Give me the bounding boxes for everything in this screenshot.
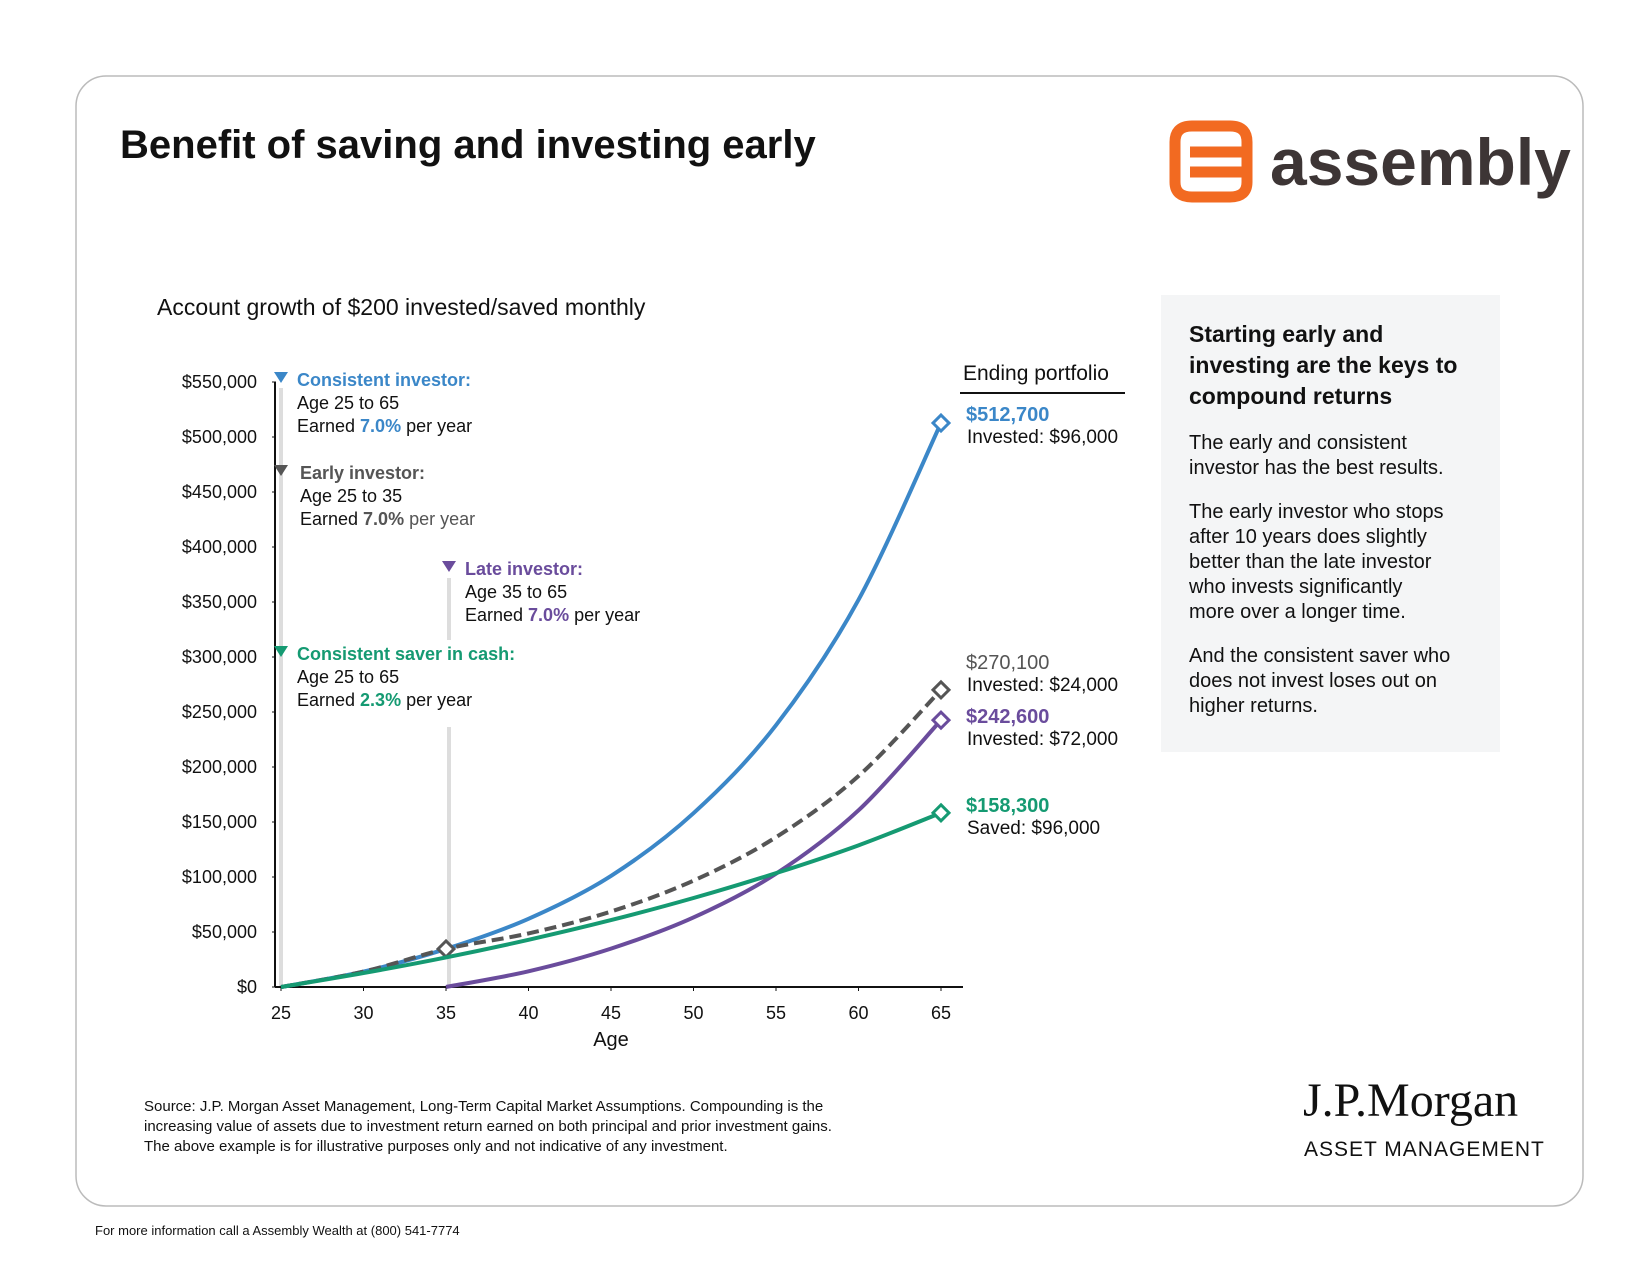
annotation-rate: Earned 7.0% per year [465, 605, 640, 625]
y-tick-label: $50,000 [192, 922, 257, 942]
legend-label: Consistent saver in cash: [297, 644, 515, 664]
series-line [280, 422, 943, 989]
panel-text: more over a longer time. [1189, 601, 1406, 623]
chart-subtitle: Account growth of $200 invested/saved mo… [157, 294, 646, 320]
end-marker [930, 679, 952, 701]
logo-text: assembly [1270, 125, 1571, 199]
y-tick-label: $550,000 [182, 372, 257, 392]
annotation-age: Age 25 to 65 [297, 667, 399, 687]
panel-text: better than the late investor [1189, 551, 1432, 573]
annotation-marker [274, 465, 288, 476]
brand-division: ASSET MANAGEMENT [1304, 1138, 1545, 1161]
guide-bar [279, 388, 283, 987]
value-label: $270,100 [966, 652, 1049, 674]
annotation-per: per year [406, 416, 472, 436]
panel-text: after 10 years does slightly [1189, 526, 1427, 548]
value-label: $242,600 [966, 706, 1049, 728]
y-tick-label: $250,000 [182, 702, 257, 722]
x-axis-label: Age [593, 1029, 629, 1051]
panel-heading: Starting early and [1189, 321, 1383, 347]
annotation-earned: Earned [297, 690, 355, 710]
annotation-per: per year [406, 690, 472, 710]
legend-label: Late investor: [465, 559, 583, 579]
annotation-marker [274, 372, 288, 383]
panel-text: does not invest loses out on [1189, 670, 1437, 692]
logo-icon [1169, 120, 1253, 203]
series-line [280, 688, 943, 989]
panel-text: higher returns. [1189, 695, 1318, 717]
annotation-age: Age 25 to 65 [297, 393, 399, 413]
y-tick-label: $150,000 [182, 812, 257, 832]
annotation-rate-value: 2.3% [360, 690, 401, 710]
annotation-earned: Earned [465, 605, 523, 625]
panel-text: who invests significantly [1188, 576, 1402, 598]
legend-label: Early investor: [300, 463, 425, 483]
guide-bar [447, 578, 451, 640]
annotation-age: Age 25 to 35 [300, 486, 402, 506]
y-tick-label: $100,000 [182, 867, 257, 887]
x-tick-label: 40 [518, 1003, 538, 1023]
end-note: Saved: $96,000 [967, 818, 1100, 839]
annotation-marker [442, 561, 456, 572]
annotation-age: Age 35 to 65 [465, 582, 567, 602]
x-tick-label: 45 [601, 1003, 621, 1023]
y-tick-label: $500,000 [182, 427, 257, 447]
annotation-rate: Earned 7.0% per year [300, 509, 475, 529]
x-tick-label: 35 [436, 1003, 456, 1023]
x-tick-label: 60 [848, 1003, 868, 1023]
x-tick-label: 55 [766, 1003, 786, 1023]
footer: For more information call a Assembly Wea… [95, 1223, 460, 1238]
value-label: $512,700 [966, 404, 1049, 426]
annotation-earned: Earned [297, 416, 355, 436]
x-tick-label: 30 [353, 1003, 373, 1023]
footnote: increasing value of assets due to invest… [144, 1118, 832, 1135]
guide-bar [447, 727, 451, 987]
x-tick-label: 65 [931, 1003, 951, 1023]
series-line [280, 811, 942, 989]
series-line [445, 718, 943, 989]
y-tick-label: $200,000 [182, 757, 257, 777]
footnote: Source: J.P. Morgan Asset Management, Lo… [144, 1098, 823, 1115]
end-marker [930, 412, 952, 434]
end-marker [930, 710, 952, 731]
x-tick-label: 25 [271, 1003, 291, 1023]
ending-header: Ending portfolio [963, 362, 1109, 385]
annotation-rate: Earned 2.3% per year [297, 690, 472, 710]
panel-heading: compound returns [1189, 383, 1392, 409]
title: Benefit of saving and investing early [120, 123, 816, 167]
panel-heading: investing are the keys to [1189, 352, 1457, 378]
brand-name: J.P.Morgan [1303, 1074, 1518, 1127]
panel-text: The early investor who stops [1189, 501, 1444, 523]
end-note: Invested: $72,000 [967, 729, 1118, 750]
value-label: $158,300 [966, 795, 1049, 817]
annotation-rate: Earned 7.0% per year [297, 416, 472, 436]
panel-text: And the consistent saver who [1189, 645, 1450, 667]
panel-text: The early and consistent [1189, 432, 1407, 454]
annotation-marker [274, 646, 288, 657]
annotation-rate-value: 7.0% [363, 509, 404, 529]
y-tick-label: $0 [237, 977, 257, 997]
y-tick-label: $300,000 [182, 647, 257, 667]
end-note: Invested: $24,000 [967, 675, 1118, 696]
side-panel [1161, 295, 1500, 752]
legend-label: Consistent investor: [297, 370, 471, 390]
panel-text: investor has the best results. [1189, 457, 1444, 479]
annotation-per: per year [409, 509, 475, 529]
annotation-rate-value: 7.0% [360, 416, 401, 436]
y-tick-label: $450,000 [182, 482, 257, 502]
y-tick-label: $350,000 [182, 592, 257, 612]
y-tick-label: $400,000 [182, 537, 257, 557]
x-tick-label: 50 [683, 1003, 703, 1023]
annotation-per: per year [574, 605, 640, 625]
annotation-earned: Earned [300, 509, 358, 529]
footnote: The above example is for illustrative pu… [144, 1138, 728, 1155]
end-marker [930, 802, 952, 823]
end-note: Invested: $96,000 [967, 427, 1118, 448]
annotation-rate-value: 7.0% [528, 605, 569, 625]
